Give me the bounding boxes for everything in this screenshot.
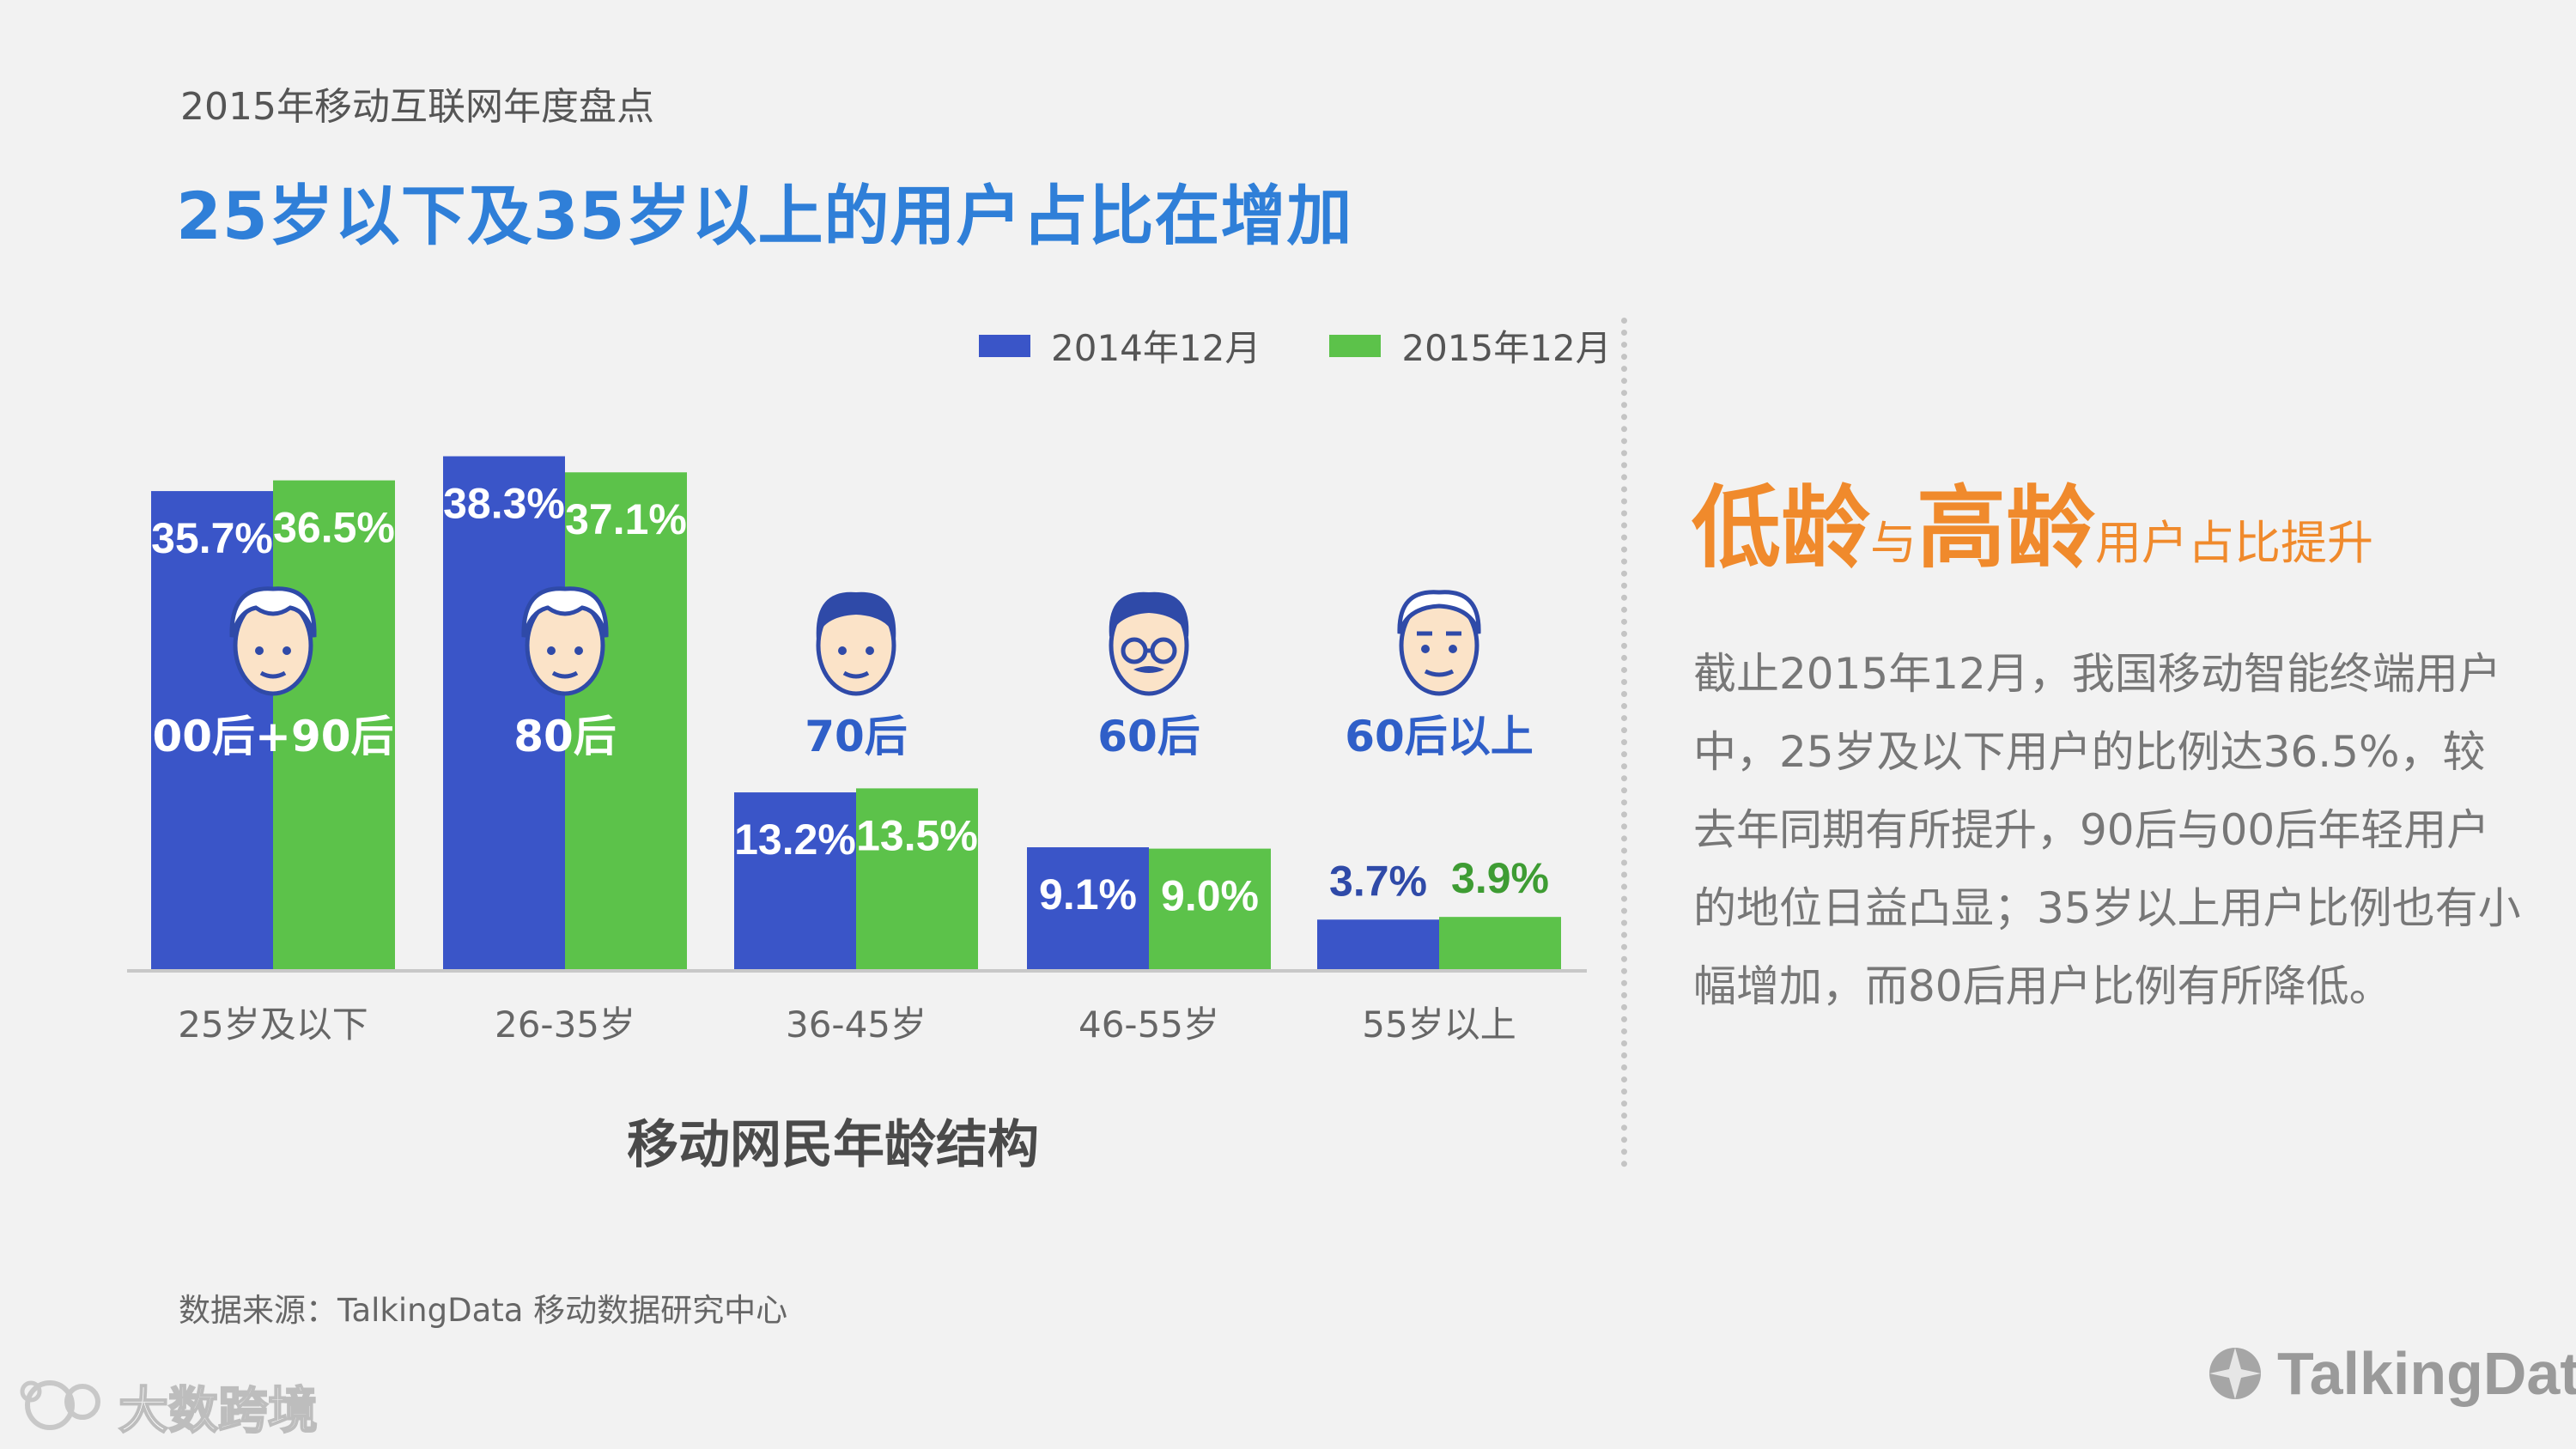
value-label-2015-4: 3.9%: [1451, 854, 1549, 902]
legend-label-2015: 2015年12月: [1401, 327, 1612, 369]
brand-right: TalkingData: [2205, 1339, 2576, 1408]
bar-2015-4: [1439, 917, 1561, 969]
side-heading-part4: 用户占比提升: [2095, 516, 2374, 570]
legend-swatch-2015: [1329, 334, 1382, 357]
category-label-4: 55岁以上: [1362, 1003, 1516, 1046]
bar-2014-4: [1317, 919, 1439, 969]
bar-2015-0: [273, 480, 395, 969]
value-label-2014-3: 9.1%: [1039, 870, 1137, 919]
legend-label-2014: 2014年12月: [1051, 327, 1261, 369]
talkingdata-logo-icon: [2209, 1348, 2261, 1399]
side-body-text: 截止2015年12月，我国移动智能终端用户中，25岁及以下用户的比例达36.5%…: [1693, 649, 2521, 1011]
bar-chart: 35.7% 36.5% 00后+90后 25岁及以下 38.3% 37.1% 80后 26-3…: [127, 456, 1587, 1046]
value-label-2015-1: 37.1%: [565, 495, 687, 543]
value-label-2014-4: 3.7%: [1329, 857, 1427, 905]
legend-swatch-2014: [979, 334, 1030, 357]
elder-face-icon: [1400, 592, 1479, 694]
header-subtitle: 2015年移动互联网年度盘点: [180, 85, 654, 129]
bar-2014-1: [443, 456, 565, 969]
side-heading-part1: 低龄: [1692, 476, 1871, 580]
group-label-4: 60后以上: [1345, 712, 1534, 761]
bar-2014-3: [1027, 847, 1149, 969]
chart-title: 移动网民年龄结构: [627, 1115, 1039, 1175]
page-title: 25岁以下及35岁以上的用户占比在增加: [176, 178, 1353, 254]
legend-item-2014: 2014年12月: [979, 319, 1261, 372]
bar-2014-0: [151, 491, 273, 969]
glasses-face-icon: [1109, 592, 1189, 694]
section-divider: [1621, 318, 1627, 1167]
side-heading-part3: 高龄: [1917, 476, 2096, 580]
category-label-1: 26-35岁: [495, 1003, 635, 1046]
group-label-0: 00后+90后: [152, 712, 393, 761]
group-label-3: 60后: [1097, 712, 1200, 761]
category-label-3: 46-55岁: [1078, 1003, 1219, 1046]
value-label-2014-2: 13.2%: [734, 815, 856, 864]
bar-2014-2: [734, 792, 856, 969]
brand-left-label: 大数跨境: [118, 1380, 319, 1440]
chart-legend: 2014年12月 2015年12月: [979, 319, 1612, 372]
group-label-2: 70后: [805, 712, 908, 761]
bar-2015-2: [856, 788, 978, 969]
side-heading-part2: 与: [1870, 516, 1917, 570]
data-source: 数据来源：TalkingData 移动数据研究中心: [179, 1292, 788, 1329]
legend-item-2015: 2015年12月: [1329, 319, 1612, 372]
value-label-2015-0: 36.5%: [273, 504, 395, 552]
brand-left: 大数跨境: [15, 1370, 319, 1442]
value-label-2014-0: 35.7%: [151, 514, 273, 562]
category-label-2: 36-45岁: [786, 1003, 927, 1046]
group-label-1: 80后: [513, 712, 617, 761]
bar-2015-1: [565, 472, 687, 969]
man-face-icon: [817, 592, 896, 694]
value-label-2015-3: 9.0%: [1161, 872, 1259, 920]
young-face-icon: [232, 589, 314, 694]
value-label-2015-2: 13.5%: [856, 811, 978, 859]
value-label-2014-1: 38.3%: [443, 480, 565, 528]
brand-left-logo-icon: [20, 1380, 100, 1430]
brand-right-label: TalkingData: [2277, 1340, 2576, 1407]
young-face-icon: [524, 589, 606, 694]
category-label-0: 25岁及以下: [178, 1003, 368, 1046]
bar-2015-3: [1149, 848, 1271, 969]
side-heading: 低龄与高龄用户占比提升: [1692, 455, 2373, 585]
